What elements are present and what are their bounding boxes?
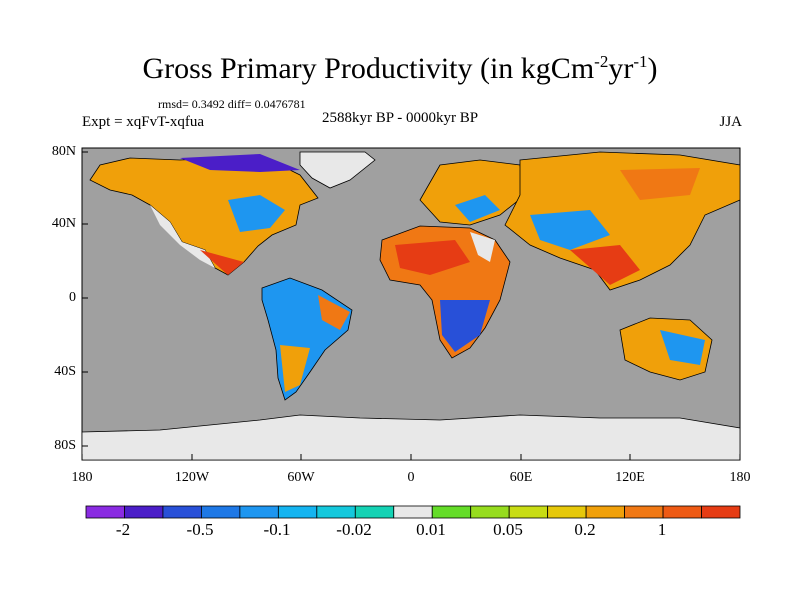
greenland [299, 151, 376, 189]
colorbar-label: -0.5 [186, 520, 214, 539]
canadian-arctic [180, 154, 300, 172]
colorbar-segment [354, 505, 395, 519]
south-america-south [280, 345, 310, 392]
land-masses [81, 151, 741, 461]
africa-middle-east [470, 232, 495, 262]
north-america-west [150, 205, 215, 268]
colorbar-segment [585, 505, 625, 519]
south-america-east [318, 295, 350, 330]
colorbar-segment [201, 505, 241, 519]
asia-south [570, 245, 640, 285]
chart-title: Gross Primary Productivity (in kgCm-2yr-… [142, 52, 658, 85]
africa-south [440, 300, 490, 352]
lat-tick-label: 40S [54, 364, 76, 379]
lon-tick-label: 60W [287, 470, 315, 485]
colorbar-label: -2 [115, 520, 131, 539]
lon-tick-label: 0 [407, 470, 415, 485]
lon-tick-label: 120E [615, 470, 645, 485]
australia-east [660, 330, 705, 365]
colorbar-label: -0.1 [263, 520, 291, 539]
colorbar-segment [85, 505, 125, 519]
colorbar-segment [277, 505, 318, 519]
africa-sahara [395, 240, 470, 275]
colorbar-segment [162, 505, 202, 519]
colorbar-segment [662, 505, 702, 519]
colorbar-segment [470, 505, 510, 519]
north-america-east [228, 195, 285, 232]
colorbar-segment [124, 505, 164, 519]
colorbar-label: 1 [657, 520, 667, 539]
colorbar-segment [547, 505, 587, 519]
north-america-south [200, 250, 244, 275]
stats-line: rmsd= 0.3492 diff= 0.0476781 [158, 97, 306, 111]
lat-tick-label: 80S [54, 438, 76, 453]
australia [619, 317, 713, 381]
colorbar [85, 505, 741, 519]
colorbar-label: -0.02 [336, 520, 372, 539]
colorbar-segment [701, 505, 741, 519]
colorbar-segment [393, 505, 433, 519]
europe-blue [455, 195, 500, 222]
season-label: JJA [719, 114, 742, 130]
lon-tick-label: 60E [509, 470, 533, 485]
colorbar-segment [508, 505, 549, 519]
colorbar-label: 0.2 [574, 520, 596, 539]
lon-tick-label: 180 [71, 470, 93, 485]
tick-marks [81, 151, 741, 460]
colorbar-segment [431, 505, 472, 519]
lat-tick-label: 40N [51, 216, 76, 231]
period-label: 2588kyr BP - 0000kyr BP [322, 110, 479, 126]
colorbar-segment [624, 505, 664, 519]
lon-tick-label: 120W [174, 470, 210, 485]
colorbar-label: 0.05 [493, 520, 523, 539]
colorbar-segment [239, 505, 279, 519]
colorbar-segment [316, 505, 356, 519]
lat-tick-label: 0 [69, 290, 76, 305]
lon-tick-label: 180 [729, 470, 751, 485]
asia-north [620, 168, 700, 200]
colorbar-label: 0.01 [416, 520, 446, 539]
lat-tick-label: 80N [51, 144, 76, 159]
experiment-label: Expt = xqFvT-xqfua [82, 114, 205, 130]
asia-central [530, 210, 610, 250]
